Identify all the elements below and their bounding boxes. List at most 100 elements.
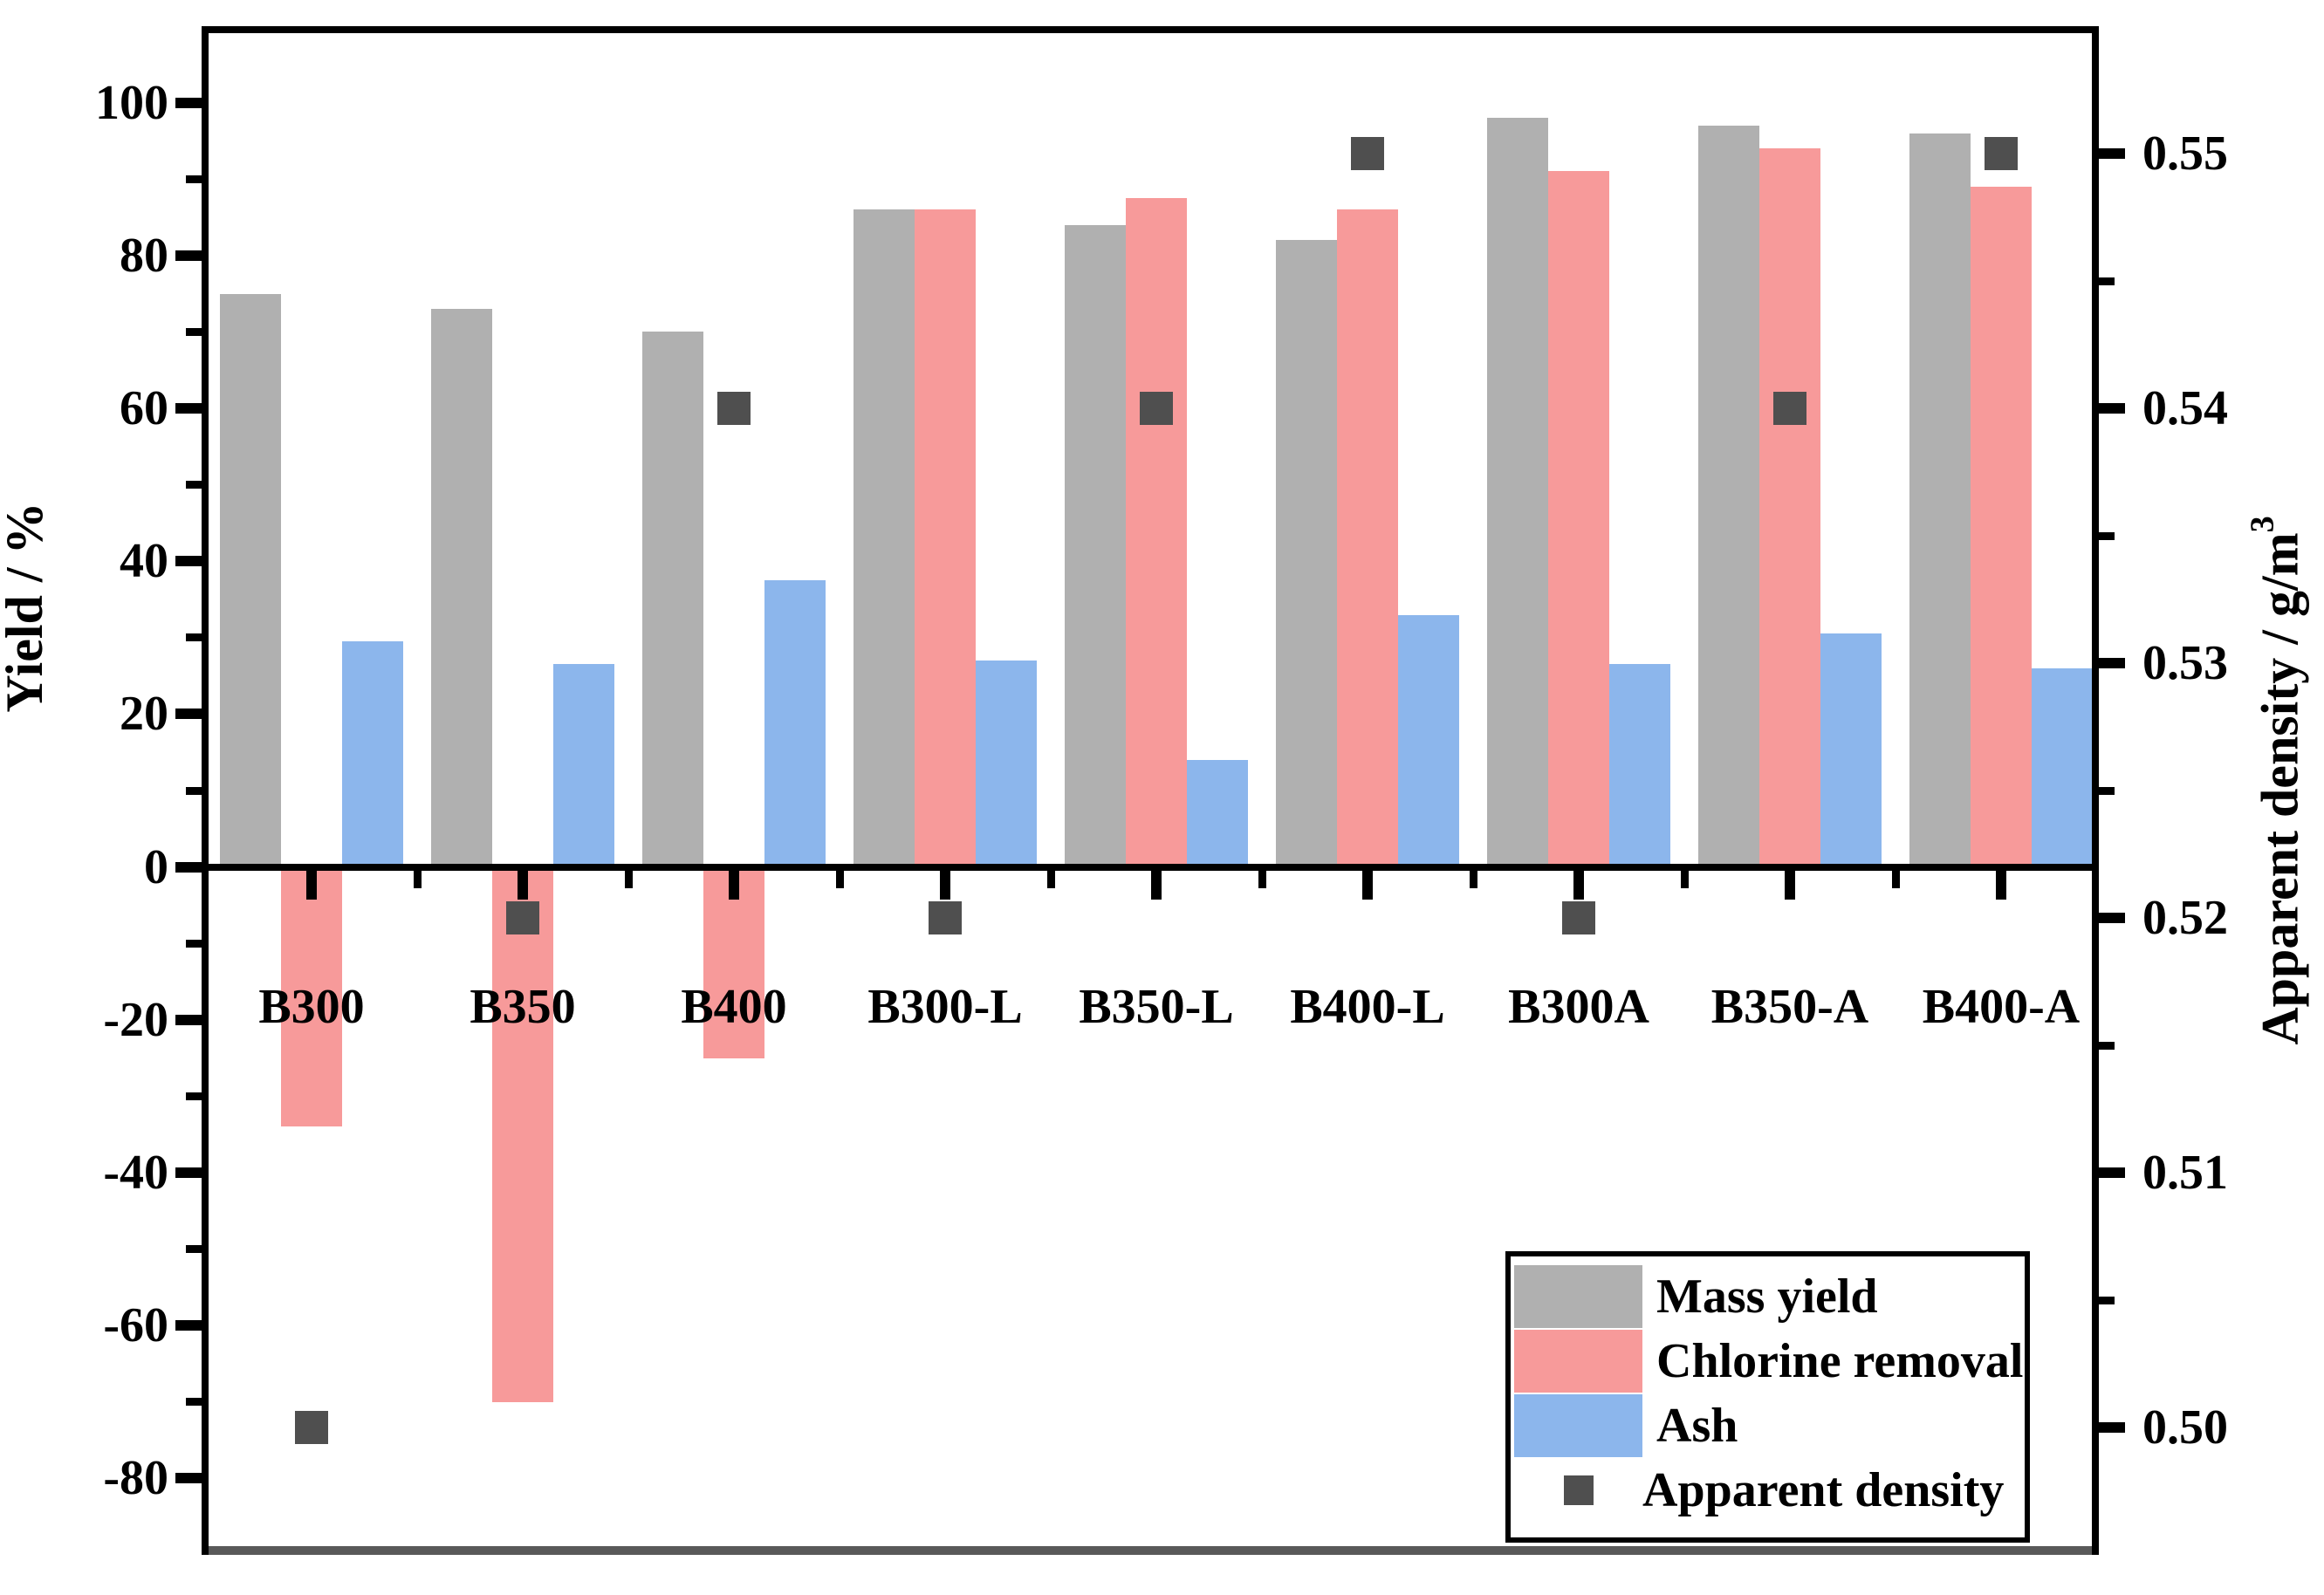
bar-ash-b300-l: [976, 661, 1037, 867]
x-axis-minor-tick: [1680, 870, 1689, 888]
right-axis-major-tick: [2099, 1167, 2125, 1178]
left-axis-tick-label: -80: [103, 1451, 168, 1506]
left-axis-tick-label: -60: [103, 1298, 168, 1353]
right-axis-title: Apparent density / g/m3: [2244, 432, 2309, 1130]
bar-mass-yield-b350: [431, 309, 492, 867]
legend-label: Apparent density: [1642, 1463, 2005, 1517]
category-label-b300: B300: [258, 980, 365, 1034]
left-axis-major-tick: [175, 709, 202, 720]
legend: Mass yield Chlorine removal Ash Apparent de…: [1505, 1251, 2030, 1543]
bar-chlorine-removal-b400-l: [1337, 209, 1398, 867]
bar-ash-b350: [553, 664, 614, 867]
right-axis-minor-tick: [2099, 277, 2115, 285]
right-axis-minor-tick: [2099, 531, 2115, 540]
bar-ash-b300: [342, 641, 403, 867]
left-axis-minor-tick: [186, 1092, 202, 1100]
left-axis-tick-label: 80: [120, 228, 168, 283]
right-axis-title-superscript: 3: [2244, 516, 2281, 533]
x-axis-zero-line: [202, 863, 2099, 871]
x-axis-major-tick: [1573, 870, 1584, 900]
legend-item-mass-yield: Mass yield: [1514, 1265, 2025, 1328]
left-axis-tick-label: 20: [120, 687, 168, 742]
right-axis-tick-label: 0.52: [2142, 891, 2228, 945]
right-axis-minor-tick: [2099, 786, 2115, 795]
bar-mass-yield-b400: [642, 332, 703, 867]
bottom-axis-spine: [202, 1546, 2099, 1555]
right-axis-tick-label: 0.53: [2142, 636, 2228, 690]
x-axis-major-tick: [1785, 870, 1795, 900]
bar-ash-b350-l: [1187, 759, 1248, 867]
x-axis-major-tick: [1362, 870, 1373, 900]
right-axis-tick-label: 0.51: [2142, 1146, 2228, 1200]
left-axis-minor-tick: [186, 633, 202, 642]
x-axis-minor-tick: [624, 870, 633, 888]
marker-apparent-density-b350-a: [1773, 392, 1806, 425]
bar-mass-yield-b300: [220, 293, 281, 867]
legend-square-apparent-density: [1564, 1475, 1594, 1505]
left-axis-minor-tick: [186, 939, 202, 948]
right-axis-tick-label: 0.54: [2142, 381, 2228, 435]
bar-chlorine-removal-b350-a: [1759, 148, 1820, 867]
bar-mass-yield-b400-a: [1909, 133, 1971, 867]
category-label-b350-l: B350-L: [1079, 980, 1234, 1034]
right-axis-major-tick: [2099, 403, 2125, 414]
right-axis-major-tick: [2099, 658, 2125, 668]
left-axis-spine: [202, 26, 209, 1555]
x-axis-minor-tick: [1258, 870, 1266, 888]
bar-ash-b300a: [1609, 664, 1670, 867]
legend-label: Chlorine removal: [1656, 1334, 2024, 1388]
left-axis-tick-label: -20: [103, 992, 168, 1047]
right-axis-minor-tick: [2099, 1041, 2115, 1050]
marker-apparent-density-b400: [717, 392, 751, 425]
left-axis-minor-tick: [186, 1245, 202, 1254]
legend-item-chlorine-removal: Chlorine removal: [1514, 1330, 2025, 1393]
left-axis-major-tick: [175, 1473, 202, 1484]
left-axis-minor-tick: [186, 1398, 202, 1407]
left-axis-tick-label: -40: [103, 1146, 168, 1200]
right-axis-tick-label: 0.55: [2142, 127, 2228, 181]
bar-chlorine-removal-b350: [492, 866, 553, 1402]
left-axis-title-text: Yield / %: [0, 502, 53, 713]
bar-mass-yield-b300a: [1487, 118, 1548, 867]
category-label-b300-l: B300-L: [867, 980, 1023, 1034]
legend-item-ash: Ash: [1514, 1394, 2025, 1457]
left-axis-major-tick: [175, 1320, 202, 1331]
x-axis-major-tick: [518, 870, 528, 900]
category-label-b400: B400: [681, 980, 787, 1034]
left-axis-major-tick: [175, 250, 202, 261]
x-axis-minor-tick: [1891, 870, 1900, 888]
x-axis-major-tick: [306, 870, 317, 900]
marker-apparent-density-b400-a: [1985, 137, 2018, 170]
left-axis-minor-tick: [186, 327, 202, 336]
category-label-b300a: B300A: [1508, 980, 1649, 1034]
bar-mass-yield-b300-l: [854, 209, 915, 867]
bar-mass-yield-b350-l: [1065, 224, 1126, 867]
left-axis-minor-tick: [186, 481, 202, 489]
left-axis-tick-label: 0: [144, 839, 168, 894]
bar-chlorine-removal-b400-a: [1971, 186, 2032, 867]
x-axis-major-tick: [729, 870, 739, 900]
bar-ash-b400: [764, 580, 826, 867]
bar-ash-b400-l: [1398, 614, 1459, 867]
marker-apparent-density-b300: [295, 1411, 328, 1444]
marker-apparent-density-b300-l: [929, 901, 962, 934]
legend-swatch-chlorine-removal: [1514, 1330, 1642, 1393]
x-axis-major-tick: [1996, 870, 2006, 900]
left-axis-tick-label: 100: [95, 75, 168, 130]
marker-apparent-density-b350-l: [1140, 392, 1173, 425]
right-axis-major-tick: [2099, 148, 2125, 159]
x-axis-major-tick: [940, 870, 950, 900]
bar-chlorine-removal-b300-l: [915, 209, 976, 867]
marker-apparent-density-b300a: [1562, 901, 1595, 934]
bar-ash-b400-a: [2032, 667, 2093, 867]
right-axis-title-text: Apparent density / g/m: [2251, 532, 2309, 1045]
right-axis-major-tick: [2099, 1422, 2125, 1433]
x-axis-minor-tick: [1046, 870, 1055, 888]
bar-chlorine-removal-b300a: [1548, 171, 1609, 867]
marker-apparent-density-b400-l: [1351, 137, 1384, 170]
left-axis-major-tick: [175, 861, 202, 873]
right-axis-spine: [2092, 26, 2099, 1555]
right-axis-major-tick: [2099, 913, 2125, 923]
left-axis-major-tick: [175, 1014, 202, 1025]
x-axis-minor-tick: [413, 870, 422, 888]
